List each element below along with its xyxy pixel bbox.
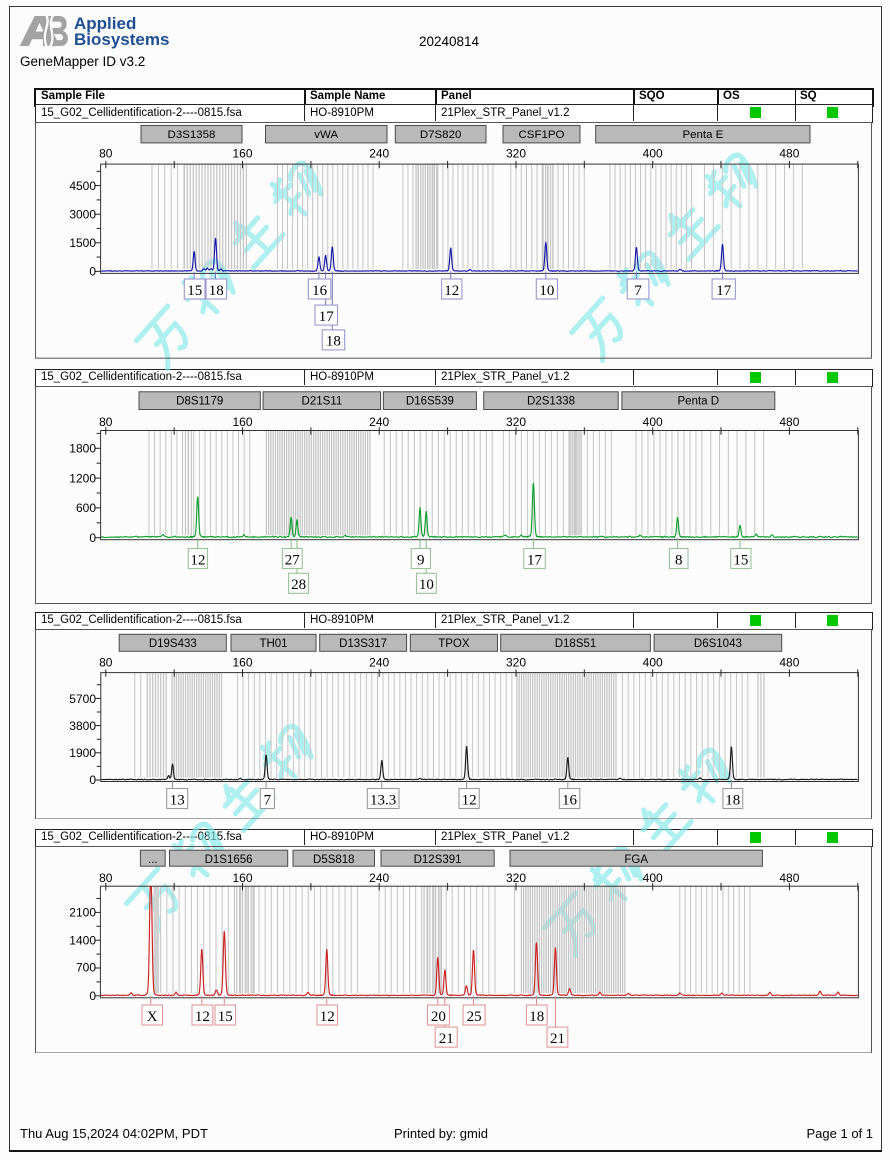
svg-text:80: 80 [99, 415, 113, 429]
svg-text:25: 25 [467, 1009, 482, 1025]
svg-text:400: 400 [643, 147, 663, 161]
svg-text:320: 320 [506, 147, 526, 161]
svg-text:12: 12 [190, 552, 205, 568]
svg-text:D13S317: D13S317 [339, 638, 387, 650]
svg-text:13: 13 [170, 792, 185, 808]
svg-text:400: 400 [643, 871, 663, 885]
svg-text:480: 480 [779, 871, 799, 885]
svg-text:15: 15 [187, 283, 202, 299]
svg-text:1400: 1400 [69, 933, 96, 947]
svg-text:80: 80 [99, 871, 113, 885]
svg-text:CSF1PO: CSF1PO [519, 129, 565, 141]
svg-text:D16S539: D16S539 [406, 396, 454, 408]
svg-text:240: 240 [369, 415, 389, 429]
svg-text:320: 320 [506, 871, 526, 885]
svg-text:D12S391: D12S391 [414, 854, 462, 866]
svg-text:160: 160 [232, 415, 252, 429]
svg-text:400: 400 [643, 415, 663, 429]
svg-text:Penta D: Penta D [678, 396, 720, 408]
svg-text:160: 160 [232, 655, 252, 669]
svg-text:16: 16 [562, 792, 578, 808]
svg-text:480: 480 [779, 147, 799, 161]
svg-text:10: 10 [419, 577, 434, 593]
svg-text:12: 12 [195, 1009, 210, 1025]
svg-text:21: 21 [550, 1031, 565, 1047]
svg-text:18: 18 [326, 334, 341, 350]
svg-text:4500: 4500 [69, 179, 96, 193]
svg-text:480: 480 [779, 415, 799, 429]
svg-text:13.3: 13.3 [370, 792, 396, 808]
svg-text:D6S1043: D6S1043 [694, 638, 742, 650]
svg-text:FGA: FGA [624, 854, 648, 866]
svg-text:18: 18 [725, 792, 740, 808]
svg-text:10: 10 [539, 283, 554, 299]
svg-text:1800: 1800 [69, 442, 96, 456]
svg-text:D7S820: D7S820 [420, 129, 462, 141]
svg-text:160: 160 [232, 871, 252, 885]
svg-text:320: 320 [506, 655, 526, 669]
svg-text:X: X [147, 1009, 158, 1025]
svg-text:0: 0 [89, 531, 96, 545]
svg-text:TPOX: TPOX [438, 638, 470, 650]
svg-text:0: 0 [89, 265, 96, 279]
svg-text:240: 240 [369, 871, 389, 885]
svg-text:TH01: TH01 [259, 638, 287, 650]
svg-text:17: 17 [527, 552, 543, 568]
svg-text:7: 7 [264, 792, 272, 808]
svg-text:vWA: vWA [314, 129, 338, 141]
svg-text:D19S433: D19S433 [149, 638, 197, 650]
svg-text:21: 21 [439, 1031, 454, 1047]
svg-text:240: 240 [369, 655, 389, 669]
svg-text:1900: 1900 [69, 746, 96, 760]
svg-text:2100: 2100 [69, 905, 96, 919]
svg-text:15: 15 [733, 552, 748, 568]
svg-text:1200: 1200 [69, 471, 96, 485]
svg-text:...: ... [148, 854, 158, 866]
svg-text:3000: 3000 [69, 208, 96, 222]
svg-text:18: 18 [529, 1009, 544, 1025]
svg-text:27: 27 [285, 552, 301, 568]
svg-text:D3S1358: D3S1358 [168, 129, 216, 141]
svg-text:480: 480 [779, 655, 799, 669]
svg-text:80: 80 [99, 147, 113, 161]
svg-text:15: 15 [218, 1009, 233, 1025]
svg-text:1500: 1500 [69, 236, 96, 250]
svg-text:20: 20 [431, 1009, 446, 1025]
svg-text:3800: 3800 [69, 719, 96, 733]
svg-text:D2S1338: D2S1338 [527, 396, 575, 408]
svg-text:240: 240 [369, 147, 389, 161]
svg-text:18: 18 [209, 283, 224, 299]
svg-text:600: 600 [76, 501, 96, 515]
svg-text:D8S1179: D8S1179 [176, 396, 223, 408]
svg-text:D21S11: D21S11 [302, 396, 343, 408]
svg-text:7: 7 [634, 283, 642, 299]
svg-text:17: 17 [716, 283, 731, 299]
svg-text:5700: 5700 [69, 691, 96, 705]
svg-text:D5S818: D5S818 [313, 854, 355, 866]
svg-text:400: 400 [643, 655, 663, 669]
svg-text:12: 12 [462, 792, 477, 808]
svg-text:9: 9 [417, 552, 425, 568]
svg-text:Penta E: Penta E [682, 129, 723, 141]
svg-text:320: 320 [506, 415, 526, 429]
svg-text:80: 80 [99, 655, 113, 669]
svg-text:0: 0 [89, 773, 96, 787]
svg-text:D1S1656: D1S1656 [205, 854, 253, 866]
svg-text:8: 8 [675, 552, 683, 568]
svg-text:0: 0 [89, 989, 96, 1003]
svg-text:700: 700 [76, 960, 96, 974]
svg-text:12: 12 [444, 283, 459, 299]
svg-text:16: 16 [312, 283, 327, 299]
svg-text:28: 28 [291, 577, 306, 593]
svg-text:12: 12 [320, 1009, 335, 1025]
svg-text:160: 160 [233, 147, 253, 161]
svg-text:D18S51: D18S51 [555, 638, 597, 650]
svg-text:17: 17 [319, 309, 334, 325]
